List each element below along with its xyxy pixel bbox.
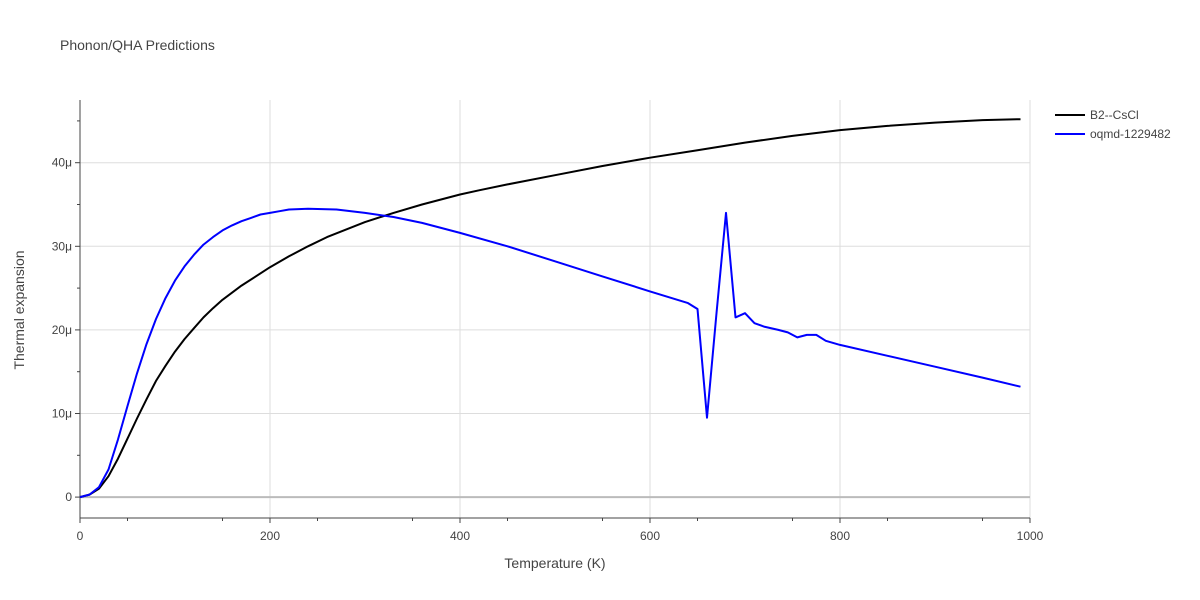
- legend-label: oqmd-1229482: [1090, 127, 1171, 141]
- plot-area: [79, 118, 1021, 499]
- y-tick-label: 0: [65, 490, 72, 504]
- series-line-2: [79, 207, 1021, 499]
- x-tick-label: 200: [260, 529, 280, 543]
- legend[interactable]: B2--CsCl oqmd-1229482: [1055, 108, 1171, 141]
- grid: [80, 100, 1031, 518]
- x-tick-label: 800: [830, 529, 850, 543]
- x-tick-label: 1000: [1017, 529, 1044, 543]
- x-tick-label: 0: [77, 529, 84, 543]
- y-tick-label: 30μ: [52, 239, 72, 253]
- x-axis-label: Temperature (K): [504, 555, 605, 571]
- chart-title: Phonon/QHA Predictions: [60, 37, 215, 53]
- y-tick-label: 10μ: [52, 407, 72, 421]
- ticks: 0 200 400 600 800 1000 0 10μ 20μ 30μ 40μ: [52, 120, 1044, 543]
- y-tick-label: 20μ: [52, 323, 72, 337]
- legend-item-1[interactable]: B2--CsCl: [1055, 108, 1139, 122]
- y-tick-label: 40μ: [52, 156, 72, 170]
- legend-item-2[interactable]: oqmd-1229482: [1055, 127, 1171, 141]
- axes: [79, 100, 1030, 519]
- y-axis-label: Thermal expansion: [11, 250, 27, 369]
- x-tick-label: 400: [450, 529, 470, 543]
- x-tick-label: 600: [640, 529, 660, 543]
- series-line-1: [79, 118, 1021, 499]
- legend-label: B2--CsCl: [1090, 108, 1139, 122]
